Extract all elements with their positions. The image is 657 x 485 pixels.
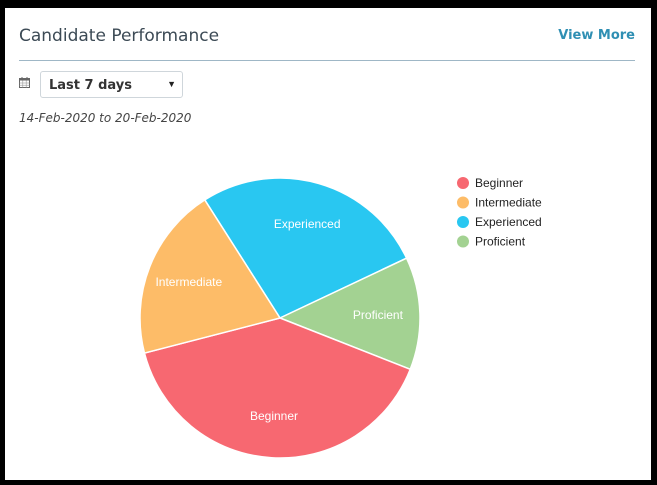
- view-more-link[interactable]: View More: [558, 28, 635, 43]
- legend-item-intermediate[interactable]: Intermediate: [457, 196, 542, 210]
- legend-label: Intermediate: [475, 196, 542, 210]
- candidate-performance-card: Candidate Performance View More Last 7 d…: [5, 8, 651, 480]
- date-range-text: 14-Feb-2020 to 20-Feb-2020: [19, 111, 192, 125]
- slice-label-intermediate: Intermediate: [155, 275, 222, 289]
- pie-slice-intermediate[interactable]: [139, 198, 282, 354]
- legend-item-experienced[interactable]: Experienced: [457, 215, 542, 229]
- chevron-down-icon: ▼: [167, 79, 176, 89]
- slice-label-beginner: Beginner: [250, 409, 298, 423]
- pie-slice-experienced[interactable]: [203, 177, 408, 319]
- legend-swatch: [457, 235, 469, 248]
- date-filter-select[interactable]: Last 7 days ▼: [40, 71, 183, 98]
- card-header: Candidate Performance View More: [19, 8, 635, 61]
- legend-swatch: [457, 177, 469, 189]
- chart-legend: Beginner Intermediate Experienced Proficien…: [457, 176, 542, 249]
- legend-item-beginner[interactable]: Beginner: [457, 176, 523, 190]
- legend-label: Proficient: [475, 235, 526, 249]
- legend-item-proficient[interactable]: Proficient: [457, 235, 526, 249]
- calendar-icon: [19, 77, 30, 88]
- legend-label: Experienced: [475, 215, 542, 229]
- pie-slice-proficient[interactable]: [278, 257, 421, 371]
- legend-label: Beginner: [475, 176, 523, 190]
- card-title: Candidate Performance: [19, 26, 220, 46]
- legend-swatch: [457, 196, 469, 209]
- pie-chart: Experienced Proficient Beginner Intermediat…: [139, 176, 542, 459]
- slice-label-experienced: Experienced: [274, 217, 341, 231]
- date-filter-value: Last 7 days: [49, 78, 132, 93]
- slice-label-proficient: Proficient: [353, 308, 404, 322]
- legend-swatch: [457, 216, 469, 228]
- pie-slice-beginner[interactable]: [143, 317, 412, 459]
- pie-slices: [139, 177, 421, 459]
- pie-labels: Experienced Proficient Beginner Intermediat…: [155, 217, 403, 423]
